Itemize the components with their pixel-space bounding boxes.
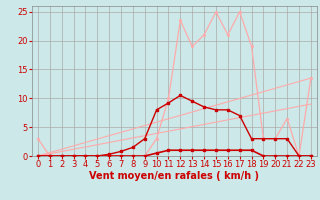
X-axis label: Vent moyen/en rafales ( km/h ): Vent moyen/en rafales ( km/h ) [89, 171, 260, 181]
